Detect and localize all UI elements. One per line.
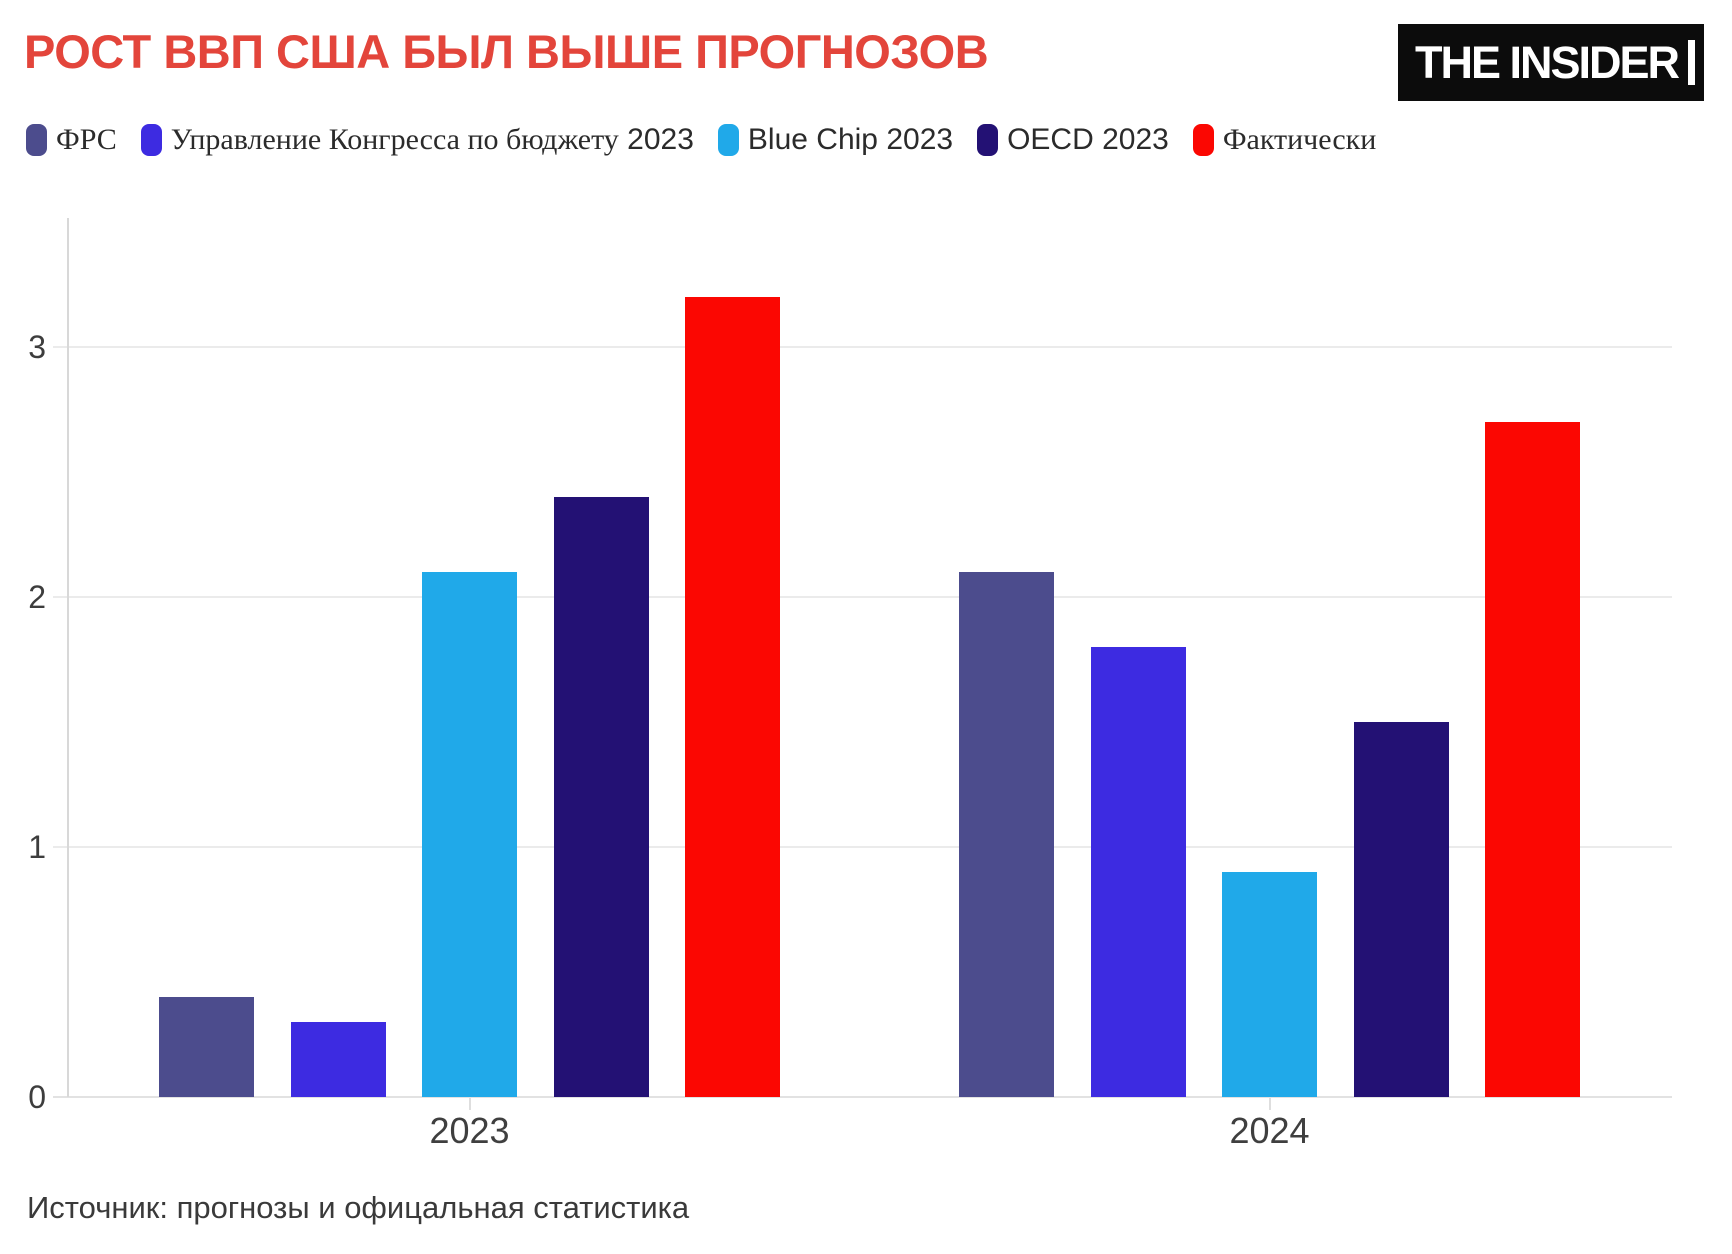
legend-item-label: Управление Конгресса по бюджету 2023 (171, 123, 694, 157)
bar-2024-series-3 (1354, 722, 1449, 1097)
legend-item-label: ФРС (56, 123, 117, 157)
legend-swatch-icon (1192, 124, 1214, 156)
y-axis-label-1: 1 (28, 829, 46, 865)
bar-2023-series-2 (422, 572, 517, 1097)
chart-legend: ФРС Управление Конгресса по бюджету 2023 B… (26, 120, 1376, 160)
legend-item-4: Фактически (1192, 123, 1376, 157)
legend-item-label: OECD 2023 (1007, 123, 1169, 157)
logo-text: THE INSIDER (1415, 36, 1680, 88)
source-note: Источник: прогнозы и офицальная статисти… (27, 1190, 690, 1225)
x-axis-label-2024: 2024 (1229, 1110, 1310, 1151)
bar-2023-series-1 (291, 1022, 386, 1097)
the-insider-logo: THE INSIDER (1398, 24, 1705, 101)
bar-2023-series-3 (554, 497, 649, 1097)
legend-label-cyrillic: ФРС (56, 123, 117, 156)
bar-2024-series-4 (1485, 422, 1580, 1097)
legend-swatch-icon (717, 124, 739, 156)
legend-item-2: Blue Chip 2023 (717, 123, 953, 157)
legend-label-cyrillic: Фактически (1222, 123, 1377, 156)
legend-swatch-icon (977, 124, 999, 156)
legend-item-3: OECD 2023 (977, 123, 1169, 157)
y-axis-label-2: 2 (28, 579, 46, 615)
legend-label-latin: OECD 2023 (1007, 123, 1169, 156)
y-axis-line (67, 218, 69, 1097)
legend-item-label: Blue Chip 2023 (748, 123, 953, 157)
gridline-2 (53, 596, 1672, 598)
y-axis-label-3: 3 (28, 329, 46, 365)
x-axis-label-2023: 2023 (429, 1110, 510, 1151)
legend-item-1: Управление Конгресса по бюджету 2023 (140, 123, 694, 157)
x-axis-tick-2024 (1268, 1098, 1271, 1110)
legend-swatch-icon (140, 124, 162, 156)
bar-2023-series-0 (159, 997, 254, 1097)
logo-cursor-bar-icon (1688, 40, 1696, 85)
bar-2024-series-1 (1091, 647, 1186, 1097)
legend-item-0: ФРС (26, 123, 117, 157)
gridline-1 (53, 846, 1672, 848)
bar-2023-series-4 (685, 297, 780, 1097)
legend-item-label: Фактически (1223, 123, 1376, 157)
x-axis-tick-2023 (468, 1098, 471, 1110)
legend-label-latin: Blue Chip 2023 (747, 123, 954, 156)
y-axis-label-0: 0 (28, 1079, 46, 1115)
bar-2024-series-2 (1222, 872, 1317, 1097)
legend-label-cyrillic: Управление Конгресса по бюджету (170, 123, 619, 156)
page-title: РОСТ ВВП США БЫЛ ВЫШЕ ПРОГНОЗОВ (24, 25, 989, 78)
gridline-3 (53, 346, 1672, 348)
legend-swatch-icon (26, 124, 47, 156)
legend-label-latin: 2023 (627, 123, 694, 156)
bar-2024-series-0 (959, 572, 1054, 1097)
gridline-0 (53, 1096, 1672, 1098)
